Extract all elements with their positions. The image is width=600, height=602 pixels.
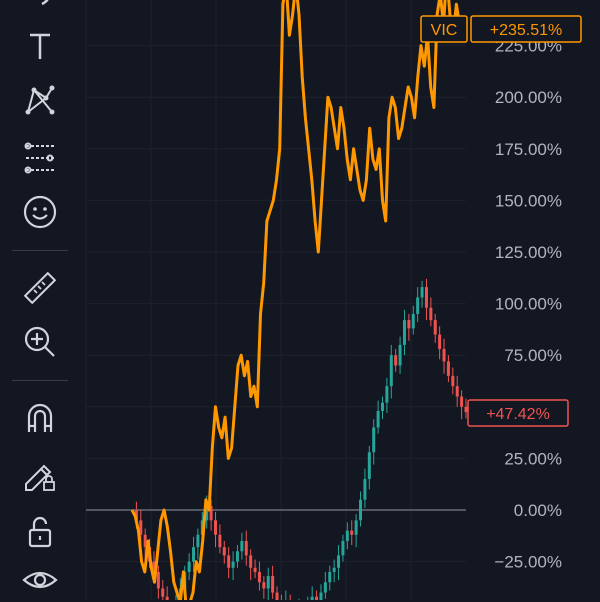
toolbar-separator xyxy=(12,380,68,381)
candle-body xyxy=(359,499,363,521)
candle-body xyxy=(332,567,336,572)
candle-body xyxy=(214,520,217,535)
brush-icon[interactable] xyxy=(18,0,62,22)
vic-last-value-badge xyxy=(470,15,582,43)
vic-last-value-label: +235.51% xyxy=(490,22,563,39)
drawing-toolbar xyxy=(0,0,82,600)
candle-body xyxy=(438,334,442,350)
candle-body xyxy=(341,540,345,556)
candle-body xyxy=(271,576,275,593)
candle-body xyxy=(455,386,459,397)
candle-body xyxy=(143,534,147,548)
candle-body xyxy=(367,452,371,480)
candle-body xyxy=(231,561,235,568)
y-tick-label: 100.00% xyxy=(495,295,562,314)
vic-line xyxy=(130,0,468,600)
candle-body xyxy=(446,361,450,376)
candle-body xyxy=(328,571,332,583)
candle-body xyxy=(275,592,279,600)
candle-body xyxy=(240,540,244,552)
candle-body xyxy=(363,479,367,500)
text-icon[interactable] xyxy=(18,24,62,68)
candle-body xyxy=(394,355,398,366)
candle-body xyxy=(218,534,222,548)
vic-symbol-label: VIC xyxy=(431,22,458,39)
unlock-icon[interactable] xyxy=(18,510,62,554)
candle-body xyxy=(139,520,143,535)
candle-body xyxy=(134,510,138,521)
candle-body xyxy=(381,402,384,411)
candle-body xyxy=(244,540,248,556)
candle-body xyxy=(416,297,420,314)
candle-body xyxy=(205,505,209,521)
candle-body xyxy=(152,561,156,572)
y-tick-label: 250.00% xyxy=(495,0,562,4)
candle-body xyxy=(337,555,341,568)
candle-body xyxy=(398,344,402,366)
candle-body xyxy=(407,320,411,329)
fib-levels-icon[interactable] xyxy=(18,136,62,180)
candle-body xyxy=(323,582,327,593)
y-tick-label: 75.00% xyxy=(504,346,562,365)
compare-last-value-badge xyxy=(467,399,569,427)
candle-body xyxy=(350,530,354,535)
candle-body xyxy=(310,596,314,600)
lock-drawing-icon[interactable] xyxy=(18,452,62,496)
y-tick-label: 200.00% xyxy=(495,88,562,107)
candle-body xyxy=(161,588,165,597)
candle-body xyxy=(389,355,393,387)
candle-body xyxy=(385,386,389,403)
zoom-in-icon[interactable] xyxy=(18,320,62,364)
candle-body xyxy=(424,287,428,308)
magnet-icon[interactable] xyxy=(18,396,62,440)
y-tick-label: 125.00% xyxy=(495,243,562,262)
candle-body xyxy=(196,534,200,548)
candle-body xyxy=(187,561,191,572)
candle-body xyxy=(235,551,239,562)
y-tick-label: 150.00% xyxy=(495,191,562,210)
candle-body xyxy=(222,547,226,556)
candle-body xyxy=(253,567,257,572)
candle-body xyxy=(315,596,319,600)
compare-last-value-label: +47.42% xyxy=(486,406,550,423)
candle-body xyxy=(372,427,376,453)
eye-icon[interactable] xyxy=(18,558,62,602)
price-axis: 250.00%225.00%200.00%175.00%150.00%125.0… xyxy=(494,0,562,572)
candle-body xyxy=(165,596,169,600)
emoji-icon[interactable] xyxy=(18,190,62,234)
candle-body xyxy=(209,505,213,521)
candle-body xyxy=(319,592,323,600)
y-tick-label: −25.00% xyxy=(494,553,562,572)
candle-body xyxy=(451,375,455,387)
y-tick-label: 0.00% xyxy=(514,501,562,520)
ruler-icon[interactable] xyxy=(18,266,62,310)
candles-series xyxy=(134,278,468,600)
candle-body xyxy=(192,547,196,562)
candle-body xyxy=(411,313,415,329)
vic-symbol-badge xyxy=(420,15,468,43)
candle-body xyxy=(156,571,160,589)
candle-body xyxy=(257,571,261,583)
candle-body xyxy=(249,555,253,568)
candle-body xyxy=(420,287,424,298)
candle-body xyxy=(442,349,446,362)
toolbar-separator xyxy=(12,250,68,251)
candle-body xyxy=(262,582,266,589)
candle-body xyxy=(460,396,464,407)
candle-body xyxy=(354,520,358,535)
candle-body xyxy=(464,406,468,413)
y-tick-label: 175.00% xyxy=(495,140,562,159)
pattern-icon[interactable] xyxy=(18,78,62,122)
candle-body xyxy=(227,555,231,568)
y-tick-label: 25.00% xyxy=(504,449,562,468)
candle-body xyxy=(402,320,406,345)
candle-body xyxy=(376,410,380,428)
last-value-badges: VIC +235.51% +47.42% xyxy=(420,15,582,427)
candle-body xyxy=(429,307,433,321)
candle-body xyxy=(345,530,349,541)
candle-body xyxy=(266,576,270,589)
candle-body xyxy=(433,320,437,335)
